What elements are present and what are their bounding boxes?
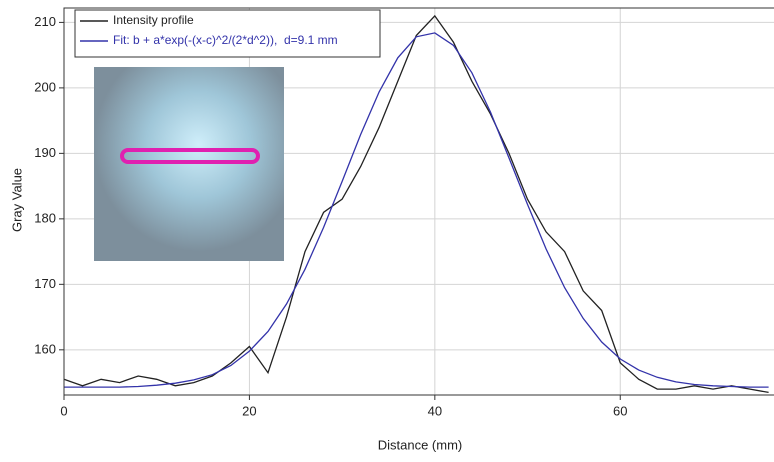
series-line [63, 14, 769, 394]
x-tick-label: 40 [428, 403, 442, 418]
legend-label: Fit: b + a*exp(-(x-c)^2/(2*d^2)), d=9.1 … [113, 33, 338, 47]
roi-outline [120, 148, 260, 164]
y-tick-label: 170 [34, 276, 56, 291]
y-tick-label: 180 [34, 210, 56, 225]
y-tick-label: 210 [34, 14, 56, 29]
plot-frame [63, 7, 774, 396]
x-tick-label: 0 [60, 403, 67, 418]
y-tick-label: 190 [34, 145, 56, 160]
legend-label: Intensity profile [113, 13, 194, 27]
x-axis-label: Distance (mm) [378, 437, 463, 452]
y-tick-label: 160 [34, 341, 56, 356]
x-tick-label: 20 [242, 403, 256, 418]
y-tick-label: 200 [34, 79, 56, 94]
plot [63, 14, 769, 394]
inset-photo [94, 67, 284, 261]
legend: Intensity profile Fit: b + a*exp(-(x-c)^2… [74, 9, 381, 58]
series-line [64, 32, 769, 388]
legend-box [74, 9, 381, 58]
x-tick-label: 60 [613, 403, 627, 418]
y-axis-label: Gray Value [9, 168, 24, 232]
